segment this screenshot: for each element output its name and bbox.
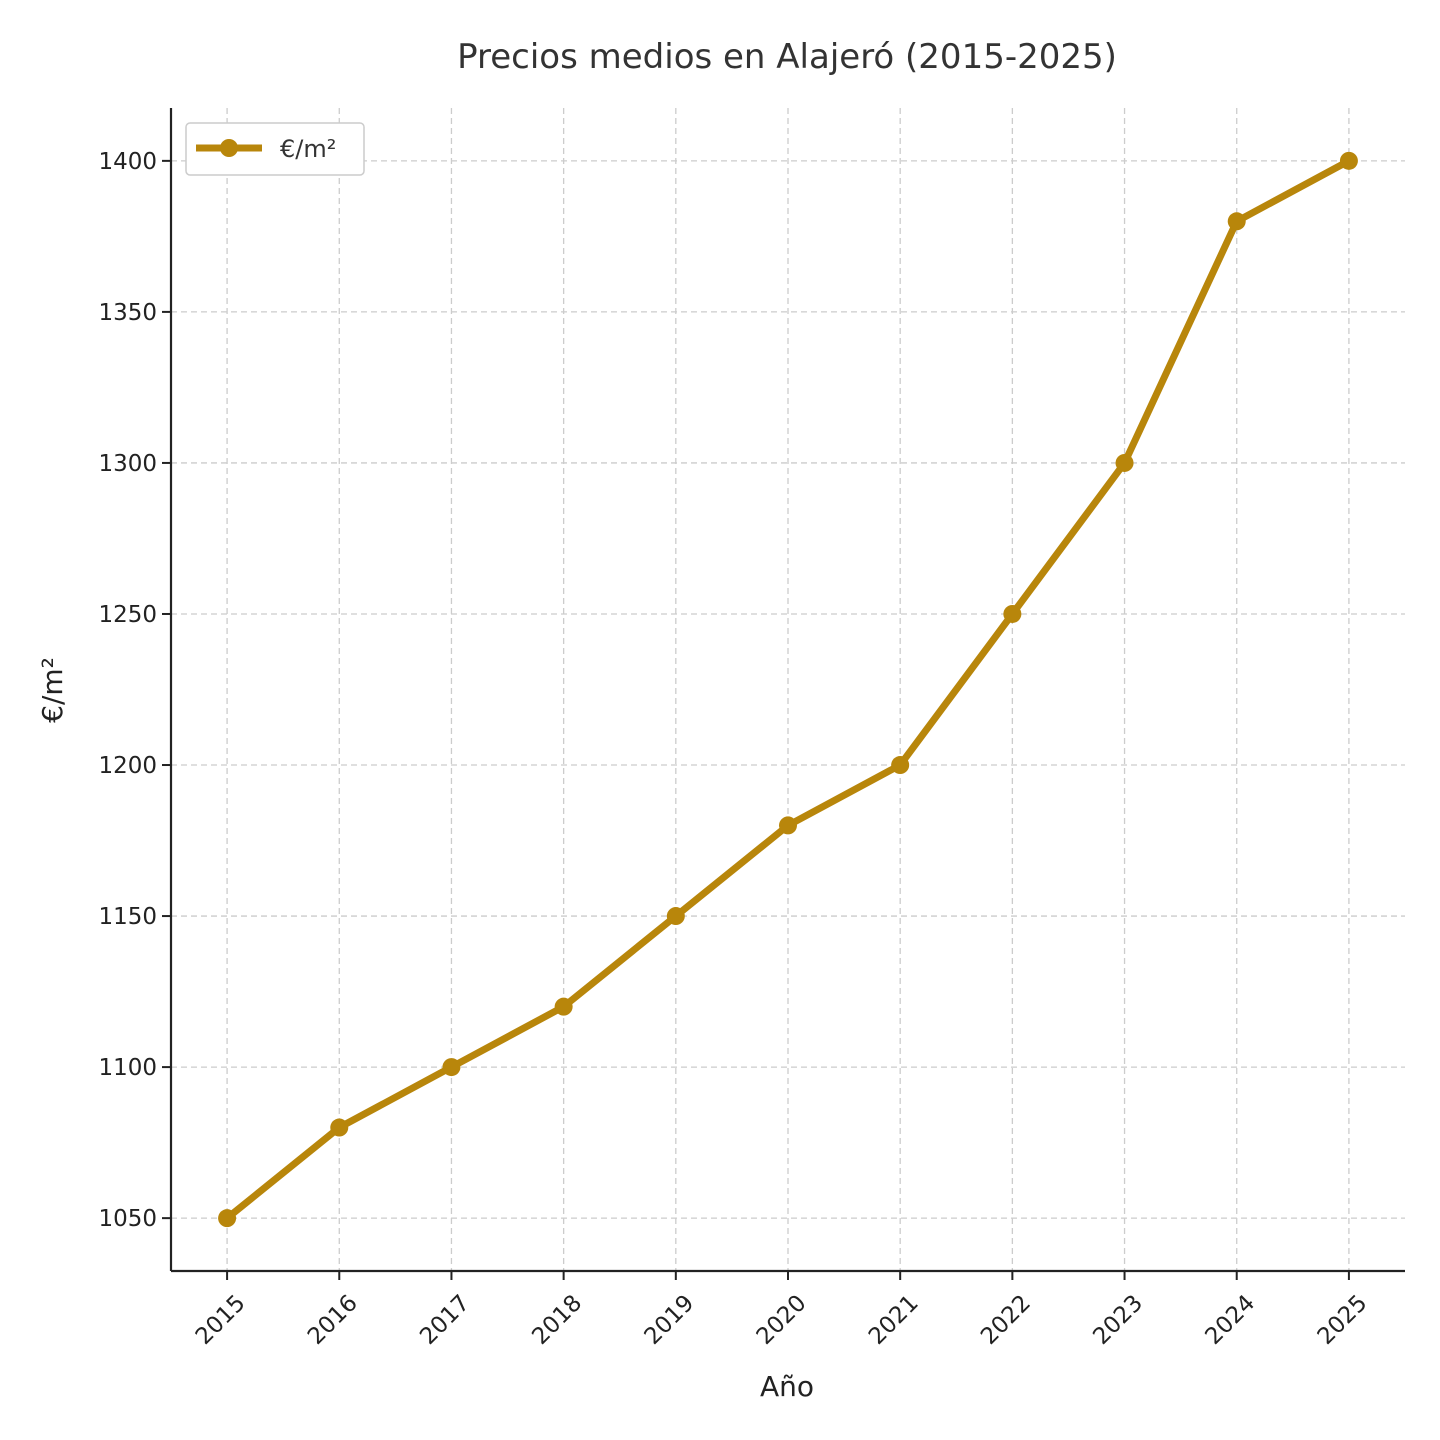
legend-box bbox=[185, 122, 365, 176]
y-tick-label: 1150 bbox=[98, 904, 157, 930]
grid bbox=[171, 108, 1405, 1271]
x-axis-label: Año bbox=[760, 1370, 814, 1403]
data-point bbox=[779, 816, 797, 835]
data-point bbox=[1339, 151, 1358, 170]
x-tick-label: 2023 bbox=[1088, 1290, 1148, 1350]
legend: €/m² bbox=[185, 122, 365, 176]
chart-title: Precios medios en Alajeró (2015-2025) bbox=[457, 37, 1117, 77]
x-tick-label: 2021 bbox=[864, 1290, 924, 1350]
data-point bbox=[554, 997, 573, 1016]
data-point bbox=[1115, 453, 1134, 472]
x-tick-label: 2024 bbox=[1201, 1290, 1261, 1350]
x-tick-label: 2025 bbox=[1313, 1290, 1373, 1350]
legend-series-marker bbox=[220, 139, 238, 157]
x-tick-label: 2020 bbox=[752, 1290, 812, 1350]
y-tick-label: 1400 bbox=[98, 149, 157, 175]
y-tick-label: 1300 bbox=[98, 451, 157, 477]
series bbox=[218, 151, 1358, 1228]
data-point bbox=[1227, 212, 1246, 231]
data-point bbox=[666, 907, 685, 926]
legend-label: €/m² bbox=[280, 135, 336, 163]
x-tick-label: 2018 bbox=[527, 1290, 587, 1350]
x-tick-label: 2016 bbox=[303, 1290, 363, 1350]
y-tick-label: 1350 bbox=[98, 300, 157, 326]
x-tick-label: 2019 bbox=[640, 1290, 700, 1350]
x-tick-label: 2015 bbox=[191, 1290, 251, 1350]
data-point bbox=[442, 1058, 461, 1077]
y-ticks: 1050 1100 1150 1200 1250 1300 1350 1400 bbox=[98, 149, 171, 1232]
x-ticks: 2015 2016 2017 2018 2019 2020 2021 2022 2023 2024… bbox=[191, 1271, 1373, 1350]
x-tick-label: 2022 bbox=[976, 1290, 1036, 1350]
data-point bbox=[218, 1209, 237, 1228]
y-tick-label: 1250 bbox=[98, 602, 157, 628]
y-tick-label: 1100 bbox=[98, 1055, 157, 1081]
data-point bbox=[330, 1118, 349, 1137]
data-point bbox=[1003, 604, 1022, 623]
x-tick-label: 2017 bbox=[415, 1290, 475, 1350]
data-point bbox=[891, 756, 910, 775]
y-axis-label: €/m² bbox=[36, 657, 69, 723]
y-tick-label: 1200 bbox=[98, 753, 157, 779]
y-tick-label: 1050 bbox=[98, 1206, 157, 1232]
